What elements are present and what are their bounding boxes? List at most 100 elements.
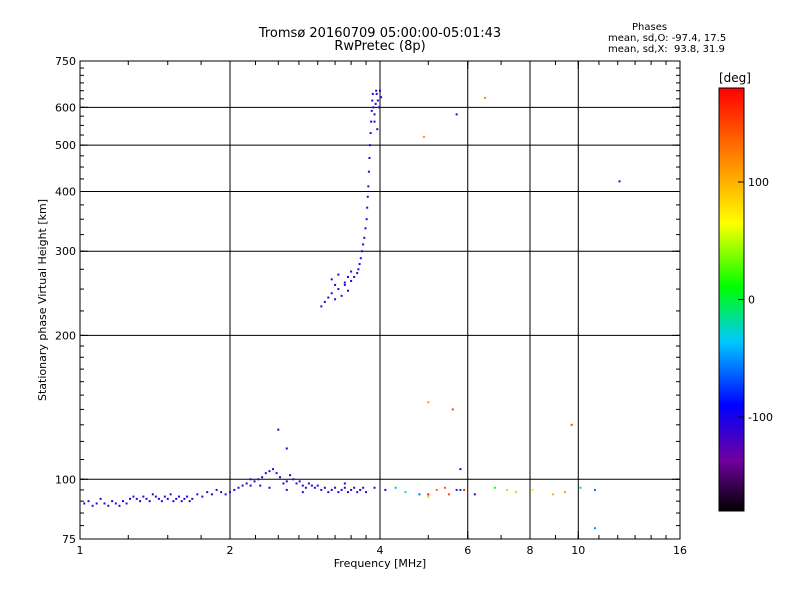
colorbar-tick-label: 0 bbox=[748, 294, 755, 307]
data-point bbox=[373, 113, 376, 116]
data-point bbox=[394, 486, 397, 489]
data-point bbox=[380, 96, 383, 99]
data-point bbox=[346, 491, 349, 494]
data-point bbox=[320, 488, 323, 491]
data-point bbox=[298, 480, 301, 483]
data-point bbox=[360, 250, 363, 253]
data-point bbox=[188, 500, 191, 503]
data-point bbox=[196, 493, 199, 496]
data-point bbox=[370, 109, 373, 112]
data-point bbox=[418, 493, 421, 496]
phases-mean-o: mean, sd,O: -97.4, 17.5 bbox=[608, 33, 727, 44]
data-point bbox=[506, 488, 509, 491]
data-point bbox=[343, 283, 346, 286]
data-point bbox=[111, 500, 114, 503]
data-point bbox=[118, 504, 121, 507]
data-point bbox=[301, 484, 304, 487]
data-point bbox=[443, 486, 446, 489]
data-point bbox=[372, 106, 375, 109]
data-point bbox=[337, 491, 340, 494]
data-point bbox=[435, 488, 438, 491]
data-point bbox=[241, 484, 244, 487]
data-point bbox=[157, 497, 160, 500]
data-point bbox=[166, 497, 169, 500]
data-point bbox=[279, 476, 282, 479]
x-tick-label: 4 bbox=[377, 544, 384, 557]
colorbar-label: [deg] bbox=[719, 71, 751, 85]
data-point bbox=[233, 488, 236, 491]
data-point bbox=[375, 89, 378, 92]
data-point bbox=[148, 500, 151, 503]
data-point bbox=[364, 227, 367, 230]
y-tick-label: 300 bbox=[55, 245, 76, 258]
data-point bbox=[379, 89, 381, 92]
data-point bbox=[87, 500, 90, 503]
data-point bbox=[362, 243, 365, 246]
data-point bbox=[313, 486, 316, 489]
data-point bbox=[384, 488, 387, 491]
data-point bbox=[427, 401, 430, 404]
data-point bbox=[373, 486, 376, 489]
data-point bbox=[570, 423, 573, 426]
data-point bbox=[343, 281, 346, 284]
data-point bbox=[201, 495, 204, 498]
data-point bbox=[264, 472, 267, 475]
y-tick-label: 500 bbox=[55, 139, 76, 152]
data-point bbox=[350, 279, 353, 282]
data-point bbox=[463, 488, 466, 491]
data-point bbox=[377, 106, 380, 109]
data-point bbox=[268, 470, 271, 473]
data-point bbox=[186, 495, 189, 498]
grid-lines bbox=[80, 61, 680, 539]
data-point bbox=[285, 447, 288, 450]
axis-ticks: 1 2 4 6 8 10 16 75 100 200 300 400 500 600 750 bbox=[55, 55, 687, 557]
x-axis-label: Frequency [MHz] bbox=[334, 557, 426, 570]
data-point bbox=[327, 491, 330, 494]
data-point bbox=[359, 488, 362, 491]
data-point bbox=[330, 278, 333, 281]
data-point bbox=[455, 113, 458, 116]
data-point bbox=[334, 283, 337, 286]
data-point bbox=[172, 500, 175, 503]
data-point bbox=[371, 92, 374, 95]
data-point bbox=[95, 502, 98, 505]
data-point bbox=[295, 482, 298, 485]
data-point bbox=[366, 206, 369, 209]
data-point bbox=[346, 275, 349, 278]
data-point bbox=[427, 495, 430, 498]
data-point bbox=[459, 488, 462, 491]
data-point bbox=[374, 102, 377, 105]
data-point bbox=[369, 132, 372, 135]
data-point bbox=[151, 493, 154, 496]
x-tick-label: 6 bbox=[464, 544, 471, 557]
data-point bbox=[563, 491, 566, 494]
data-point bbox=[249, 478, 252, 481]
x-tick-label: 2 bbox=[227, 544, 234, 557]
data-point bbox=[340, 294, 343, 297]
data-point bbox=[373, 120, 376, 123]
chart-title-line2: RwPretec (8p) bbox=[334, 39, 426, 54]
data-point bbox=[316, 484, 319, 487]
data-point bbox=[618, 180, 621, 183]
data-point bbox=[330, 292, 333, 295]
data-point bbox=[359, 257, 362, 260]
data-point bbox=[367, 170, 370, 173]
data-point bbox=[484, 96, 487, 99]
data-point bbox=[459, 468, 462, 471]
data-point bbox=[139, 500, 142, 503]
x-tick-label: 1 bbox=[77, 544, 84, 557]
data-point bbox=[357, 268, 360, 271]
data-point bbox=[369, 144, 372, 147]
data-point bbox=[210, 493, 213, 496]
data-point bbox=[268, 486, 271, 489]
data-point bbox=[307, 482, 310, 485]
data-point bbox=[455, 488, 458, 491]
data-point bbox=[282, 482, 285, 485]
data-point bbox=[160, 500, 163, 503]
data-point bbox=[579, 486, 582, 489]
data-point bbox=[83, 502, 86, 505]
data-point bbox=[343, 482, 346, 485]
data-point bbox=[346, 289, 349, 292]
data-point bbox=[337, 288, 340, 291]
